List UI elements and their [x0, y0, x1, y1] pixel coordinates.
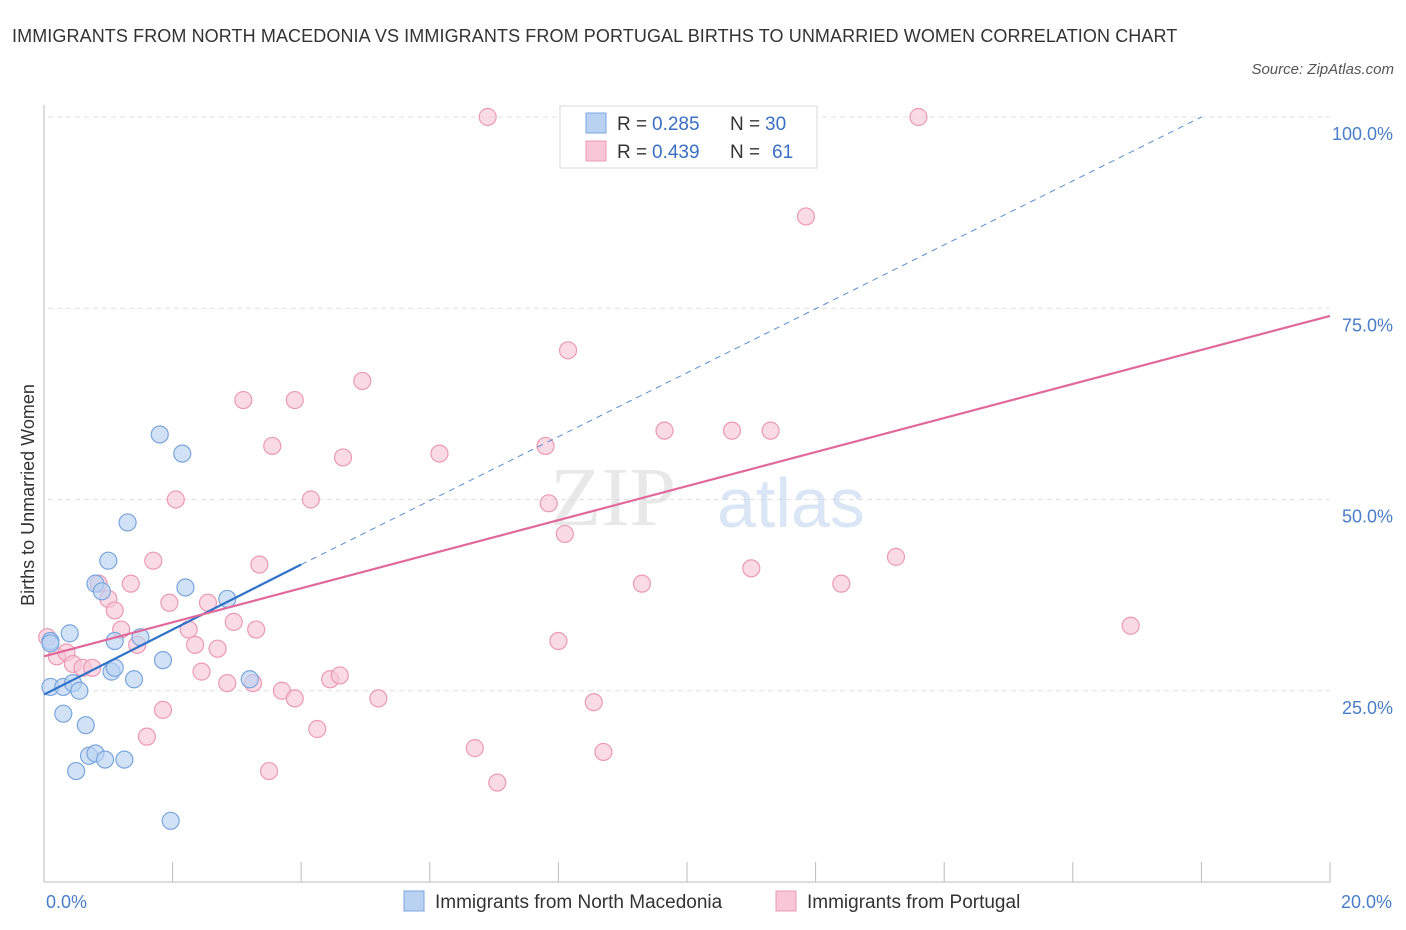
legend-r-value-blue: 0.285: [652, 114, 700, 135]
bottom-legend-label-blue: Immigrants from North Macedonia: [435, 892, 723, 913]
trend-lines: [43, 116, 1331, 696]
legend: R = 0.285 N = 30 R = 0.439 N = 61: [559, 105, 818, 169]
portugal-point-10: [121, 574, 140, 593]
portugal-point-40: [430, 444, 449, 463]
portugal-point-27: [250, 555, 269, 574]
north-macedonia-point-28: [240, 670, 259, 689]
x-tick-label-max: 20.0%: [1341, 892, 1392, 912]
portugal-point-42: [478, 107, 497, 127]
north-macedonia-point-14: [99, 551, 118, 570]
portugal-point-31: [285, 689, 304, 708]
portugal-point-48: [558, 341, 578, 360]
portugal-point-49: [584, 693, 603, 712]
portugal-point-29: [263, 436, 282, 456]
north-macedonia-point-4: [60, 624, 79, 643]
portugal-point-34: [308, 719, 327, 739]
y-tick-labels: 25.0% 50.0% 75.0% 100.0%: [1332, 124, 1393, 718]
legend-n-value-pink: 61: [772, 142, 793, 163]
north-macedonia-point-20: [124, 670, 144, 689]
north-macedonia-point-7: [70, 681, 89, 700]
portugal-point-15: [160, 593, 179, 612]
x-axis-ticks: [43, 862, 1331, 882]
portugal-point-23: [224, 612, 243, 632]
north-macedonia-point-18: [115, 750, 134, 769]
portugal-point-50: [594, 742, 613, 762]
portugal-point-41: [465, 739, 484, 758]
watermark-atlas: atlas: [717, 464, 865, 542]
portugal-points: [38, 107, 1140, 792]
portugal-point-33: [301, 490, 320, 509]
portugal-point-18: [186, 635, 205, 654]
legend-r-label-pink: R =: [617, 142, 647, 163]
north-macedonia-point-12: [92, 582, 111, 601]
portugal-point-45: [539, 494, 558, 513]
y-tick-label-50: 50.0%: [1342, 507, 1393, 527]
portugal-point-13: [144, 551, 163, 570]
legend-n-label-blue: N =: [730, 114, 760, 135]
y-tick-label-100: 100.0%: [1332, 124, 1393, 144]
portugal-point-47: [555, 524, 574, 544]
x-tick-label-min: 0.0%: [46, 892, 87, 912]
legend-r-label-blue: R =: [617, 114, 647, 135]
portugal-point-8: [105, 601, 124, 620]
legend-n-value-blue: 30: [765, 114, 786, 135]
north-macedonia-point-19: [118, 513, 137, 532]
portugal-point-12: [137, 727, 156, 746]
portugal-point-37: [333, 448, 353, 467]
bottom-legend-swatch-pink: [775, 890, 797, 912]
portugal-point-52: [655, 421, 674, 440]
north-macedonia-point-26: [176, 578, 195, 597]
bottom-legend-swatch-blue: [403, 890, 425, 912]
north-macedonia-point-25: [173, 444, 192, 463]
portugal-point-39: [369, 689, 388, 708]
portugal-point-19: [192, 662, 211, 681]
portugal-point-21: [208, 639, 227, 658]
portugal-point-26: [247, 620, 266, 639]
portugal-point-24: [234, 390, 253, 410]
portugal-point-28: [259, 761, 279, 781]
portugal-point-44: [536, 436, 555, 456]
north-macedonia-point-23: [153, 651, 173, 670]
legend-r-value-pink: 0.439: [652, 142, 700, 163]
north-macedonia-point-24: [161, 811, 180, 830]
north-macedonia-point-6: [67, 761, 86, 781]
portugal-point-57: [832, 574, 851, 593]
portugal-point-54: [742, 559, 761, 578]
portugal-point-43: [488, 773, 507, 792]
bottom-legend: Immigrants from North Macedonia Immigran…: [403, 890, 1020, 913]
portugal-point-36: [330, 666, 349, 685]
portugal-point-56: [796, 207, 816, 226]
north-macedonia-point-8: [76, 716, 95, 735]
source-label: Source: ZipAtlas.com: [1251, 61, 1394, 78]
y-axis-label: Births to Unmarried Women: [18, 384, 38, 606]
north-macedonia-point-29: [41, 634, 60, 653]
portugal-point-59: [909, 107, 928, 127]
north-macedonia-trend-line: [43, 563, 302, 696]
north-macedonia-point-3: [54, 704, 73, 723]
bottom-legend-label-pink: Immigrants from Portugal: [807, 892, 1020, 913]
portugal-point-55: [761, 421, 780, 440]
portugal-point-46: [549, 631, 568, 651]
legend-swatch-pink: [585, 140, 607, 162]
portugal-point-32: [285, 390, 304, 410]
y-tick-label-75: 75.0%: [1342, 315, 1393, 335]
portugal-point-60: [1121, 616, 1140, 635]
north-macedonia-point-13: [95, 750, 115, 769]
portugal-point-38: [353, 371, 372, 391]
portugal-point-14: [153, 700, 173, 719]
north-macedonia-point-22: [150, 425, 169, 444]
portugal-point-53: [722, 421, 742, 440]
north-macedonia-trend-extension: [300, 116, 1202, 565]
portugal-point-58: [886, 547, 906, 566]
portugal-trend-line: [43, 314, 1331, 658]
portugal-point-16: [166, 490, 185, 509]
legend-n-label-pink: N =: [730, 142, 760, 163]
y-tick-label-25: 25.0%: [1342, 698, 1393, 718]
chart-title: IMMIGRANTS FROM NORTH MACEDONIA VS IMMIG…: [12, 26, 1178, 46]
portugal-point-22: [218, 673, 237, 693]
portugal-point-51: [632, 574, 652, 593]
legend-swatch-blue: [585, 112, 607, 134]
